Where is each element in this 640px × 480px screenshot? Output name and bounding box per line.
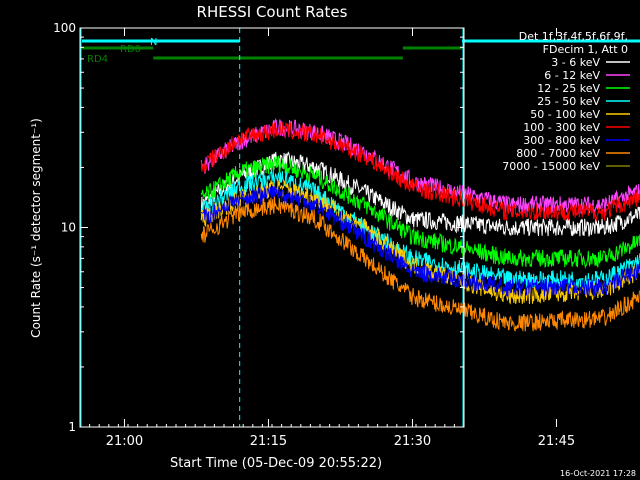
legend-label: 800 - 7000 keV [516, 147, 600, 160]
series-line [200, 179, 640, 305]
flag-bars: N RD0 RD4 [82, 37, 640, 65]
footer-date: 16-Oct-2021 17:28 [560, 469, 636, 478]
series-line [200, 155, 640, 269]
y-axis-label: Count Rate (s⁻¹ detector segment⁻¹) [29, 118, 43, 338]
series-group [200, 117, 640, 332]
legend: Det 1f,3f,4f,5f,6f,9f,FDecim 1, Att 03 -… [502, 30, 630, 173]
legend-header: Det 1f,3f,4f,5f,6f,9f, [519, 30, 628, 43]
legend-label: 12 - 25 keV [537, 82, 600, 95]
legend-label: 300 - 800 keV [523, 134, 600, 147]
y-tick-label: 100 [53, 21, 76, 35]
series-line [200, 121, 640, 223]
flag-label: RD0 [120, 44, 141, 55]
legend-label: 7000 - 15000 keV [502, 160, 600, 173]
series-line [200, 184, 640, 297]
legend-label: 3 - 6 keV [551, 56, 600, 69]
x-tick-label: 21:00 [106, 434, 143, 449]
attenuator-lines [80, 28, 464, 427]
legend-label: 6 - 12 keV [544, 69, 600, 82]
legend-label: 25 - 50 keV [537, 95, 600, 108]
flag-label: RD4 [87, 54, 108, 65]
legend-header: FDecim 1, Att 0 [543, 43, 628, 56]
legend-label: 50 - 100 keV [530, 108, 600, 121]
x-tick-label: 21:45 [538, 434, 575, 449]
series-line [200, 196, 640, 332]
flag-label: N [150, 37, 157, 48]
x-tick-label: 21:15 [250, 434, 287, 449]
y-tick-label: 1 [68, 420, 76, 434]
chart-title: RHESSI Count Rates [197, 3, 348, 21]
x-axis-label: Start Time (05-Dec-09 20:55:22) [170, 456, 382, 471]
x-tick-label: 21:30 [394, 434, 431, 449]
y-tick-label: 10 [61, 221, 76, 235]
legend-label: 100 - 300 keV [523, 121, 600, 134]
y-axis: 1 10 100 [53, 21, 464, 434]
